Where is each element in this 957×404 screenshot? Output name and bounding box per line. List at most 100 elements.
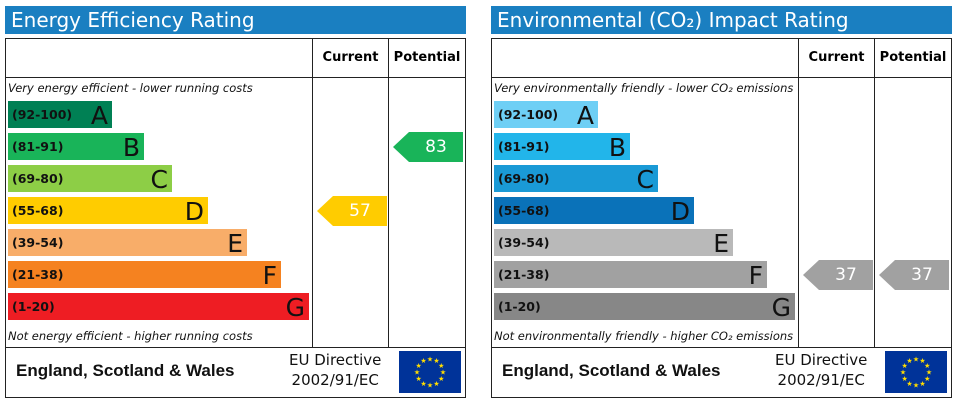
svg-text:★: ★: [420, 380, 426, 388]
band-letter: E: [713, 229, 729, 258]
energy-efficiency-panel: Energy Efficiency Rating Current Potential…: [5, 6, 466, 398]
current-column-header: Current: [808, 50, 865, 65]
potential-rating-value: 83: [425, 137, 447, 157]
potential-rating-value: 37: [911, 265, 933, 285]
svg-text:★: ★: [414, 369, 420, 377]
column-divider: [798, 39, 799, 347]
column-divider: [312, 39, 313, 347]
rating-band-a: (92-100) A: [494, 101, 598, 130]
rating-band-a: (92-100) A: [8, 101, 112, 130]
rating-band-d: (55-68) D: [494, 197, 694, 226]
band-letter: G: [771, 293, 791, 322]
svg-text:★: ★: [902, 375, 908, 383]
band-letter: F: [262, 261, 277, 290]
band-letter: C: [636, 165, 654, 194]
top-note: Very energy efficient - lower running co…: [8, 81, 253, 95]
svg-text:★: ★: [926, 369, 932, 377]
potential-column-header: Potential: [879, 50, 947, 65]
directive-line-1: EU Directive: [289, 351, 382, 369]
header-divider: [492, 77, 951, 78]
band-range: (81-91): [498, 139, 550, 154]
svg-text:★: ★: [420, 357, 426, 365]
directive-line-2: 2002/91/EC: [777, 371, 865, 389]
svg-text:★: ★: [906, 380, 912, 388]
rating-band-g: (1-20) G: [8, 293, 309, 322]
band-letter: A: [90, 101, 108, 130]
band-range: (39-54): [12, 235, 64, 250]
rating-band-e: (39-54) E: [8, 229, 247, 258]
rating-band-c: (69-80) C: [494, 165, 658, 194]
rating-band-e: (39-54) E: [494, 229, 733, 258]
svg-text:★: ★: [902, 362, 908, 370]
bottom-note: Not energy efficient - higher running co…: [8, 329, 253, 343]
svg-text:★: ★: [906, 357, 912, 365]
column-divider: [388, 39, 389, 347]
svg-text:★: ★: [416, 362, 422, 370]
svg-text:★: ★: [919, 380, 925, 388]
current-column-header: Current: [322, 50, 379, 65]
potential-column-header: Potential: [393, 50, 461, 65]
band-range: (1-20): [498, 299, 541, 314]
svg-text:★: ★: [913, 356, 919, 364]
band-range: (55-68): [498, 203, 550, 218]
svg-text:★: ★: [440, 369, 446, 377]
environmental-impact-panel: Environmental (CO₂) Impact Rating Current…: [491, 6, 952, 398]
rating-band-g: (1-20) G: [494, 293, 795, 322]
bottom-note: Not environmentally friendly - higher CO…: [494, 329, 794, 343]
svg-text:★: ★: [900, 369, 906, 377]
svg-text:★: ★: [433, 357, 439, 365]
rating-band-f: (21-38) F: [8, 261, 281, 290]
band-letter: F: [748, 261, 763, 290]
band-range: (21-38): [12, 267, 64, 282]
footer-region: England, Scotland & Wales: [502, 361, 721, 380]
rating-band-b: (81-91) B: [8, 133, 144, 162]
band-range: (69-80): [12, 171, 64, 186]
svg-text:★: ★: [427, 356, 433, 364]
directive-line-1: EU Directive: [775, 351, 868, 369]
band-range: (1-20): [12, 299, 55, 314]
column-divider: [874, 39, 875, 347]
band-letter: B: [122, 133, 140, 162]
footer-divider: [6, 347, 465, 348]
rating-band-c: (69-80) C: [8, 165, 172, 194]
rating-band-b: (81-91) B: [494, 133, 630, 162]
current-rating-value: 37: [835, 265, 857, 285]
svg-text:★: ★: [427, 382, 433, 390]
potential-rating-arrow: 37: [879, 260, 949, 290]
rating-frame: Current Potential Very energy efficient - …: [5, 38, 466, 398]
eu-flag-icon: ★ ★ ★ ★ ★ ★ ★ ★ ★ ★ ★ ★: [399, 351, 461, 393]
chart-title: Environmental (CO₂) Impact Rating: [491, 6, 952, 34]
band-letter: B: [608, 133, 626, 162]
rating-band-f: (21-38) F: [494, 261, 767, 290]
directive-line-2: 2002/91/EC: [291, 371, 379, 389]
svg-text:★: ★: [913, 382, 919, 390]
footer-directive: EU Directive 2002/91/EC: [289, 350, 381, 390]
band-letter: D: [670, 197, 690, 226]
eu-flag-icon: ★ ★ ★ ★ ★ ★ ★ ★ ★ ★ ★ ★: [885, 351, 947, 393]
top-note: Very environmentally friendly - lower CO…: [494, 81, 794, 95]
svg-text:★: ★: [924, 362, 930, 370]
svg-text:★: ★: [438, 375, 444, 383]
band-range: (55-68): [12, 203, 64, 218]
band-letter: G: [285, 293, 305, 322]
header-divider: [6, 77, 465, 78]
band-letter: E: [227, 229, 243, 258]
band-letter: A: [576, 101, 594, 130]
band-letter: C: [150, 165, 168, 194]
svg-text:★: ★: [416, 375, 422, 383]
rating-band-d: (55-68) D: [8, 197, 208, 226]
band-letter: D: [184, 197, 204, 226]
band-range: (39-54): [498, 235, 550, 250]
potential-rating-arrow: 83: [393, 132, 463, 162]
band-range: (81-91): [12, 139, 64, 154]
footer-directive: EU Directive 2002/91/EC: [775, 350, 867, 390]
band-range: (69-80): [498, 171, 550, 186]
band-range: (21-38): [498, 267, 550, 282]
chart-title: Energy Efficiency Rating: [5, 6, 466, 34]
svg-text:★: ★: [433, 380, 439, 388]
rating-frame: Current Potential Very environmentally fri…: [491, 38, 952, 398]
footer-region: England, Scotland & Wales: [16, 361, 235, 380]
footer-divider: [492, 347, 951, 348]
svg-text:★: ★: [919, 357, 925, 365]
current-rating-arrow: 57: [317, 196, 387, 226]
